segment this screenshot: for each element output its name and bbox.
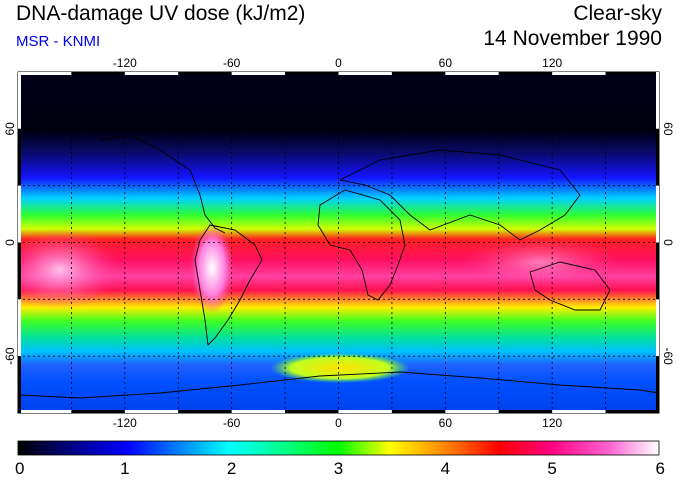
frame-tick-right bbox=[656, 185, 659, 243]
frame-tick-bottom bbox=[285, 410, 339, 413]
frame-tick-top bbox=[231, 72, 286, 75]
lon-label-bottom: -120 bbox=[113, 416, 137, 430]
lat-labels-left: 60 0 -60 bbox=[3, 122, 17, 365]
frame-tick-left bbox=[18, 128, 21, 186]
frame-tick-top bbox=[498, 72, 553, 75]
frame-tick-right bbox=[656, 299, 659, 357]
colorbar-tick-label: 2 bbox=[227, 459, 236, 478]
lat-labels-right: 60 0 -60 bbox=[661, 122, 675, 365]
frame-tick-top bbox=[391, 72, 446, 75]
lon-label-top: 0 bbox=[335, 56, 342, 70]
lon-label-top: 120 bbox=[542, 56, 562, 70]
lon-label-bottom: 60 bbox=[439, 416, 453, 430]
colorbar-tick-label: 4 bbox=[441, 459, 450, 478]
lon-label-top: -120 bbox=[113, 56, 137, 70]
lon-label-bottom: 0 bbox=[335, 416, 342, 430]
frame-tick-bottom bbox=[178, 410, 232, 413]
frame-tick-right bbox=[656, 72, 659, 129]
source-label: MSR - KNMI bbox=[16, 33, 101, 50]
graticule bbox=[18, 72, 659, 413]
frame-tick-right bbox=[656, 242, 659, 300]
frame-tick-left bbox=[18, 242, 21, 300]
frame-tick-right bbox=[656, 356, 659, 413]
frame-tick-top bbox=[18, 72, 72, 75]
frame-tick-top bbox=[285, 72, 339, 75]
lat-label-left: 0 bbox=[3, 239, 17, 246]
frame-ticks bbox=[18, 72, 659, 413]
colorbar-tick-label: 6 bbox=[656, 459, 665, 478]
frame-tick-top bbox=[71, 72, 125, 75]
frame-tick-bottom bbox=[231, 410, 286, 413]
map-title: DNA-damage UV dose (kJ/m2) bbox=[16, 2, 306, 25]
lat-label-right: 0 bbox=[661, 239, 675, 246]
sky-condition-label: Clear-sky bbox=[573, 2, 662, 25]
frame-tick-bottom bbox=[391, 410, 446, 413]
frame-tick-top bbox=[552, 72, 606, 75]
date-label: 14 November 1990 bbox=[483, 27, 662, 50]
lat-label-left: 60 bbox=[3, 122, 17, 136]
lon-label-top: 60 bbox=[439, 56, 453, 70]
frame-tick-bottom bbox=[338, 410, 392, 413]
frame-tick-top bbox=[338, 72, 392, 75]
coastlines bbox=[19, 134, 659, 399]
lon-label-top: -60 bbox=[223, 56, 241, 70]
frame-tick-right bbox=[656, 128, 659, 186]
frame-tick-bottom bbox=[445, 410, 499, 413]
frame-tick-bottom bbox=[71, 410, 125, 413]
colorbar-tick-label: 3 bbox=[334, 459, 343, 478]
frame-tick-bottom bbox=[124, 410, 179, 413]
frame-tick-left bbox=[18, 299, 21, 357]
frame-tick-left bbox=[18, 185, 21, 243]
frame-tick-bottom bbox=[605, 410, 659, 413]
lon-label-bottom: -60 bbox=[223, 416, 241, 430]
lon-labels-bottom: -120 -60 0 60 120 bbox=[113, 416, 563, 430]
lon-labels-top: -120 -60 0 60 120 bbox=[113, 56, 563, 70]
frame-tick-top bbox=[178, 72, 232, 75]
frame-tick-top bbox=[445, 72, 499, 75]
colorbar-tick-label: 1 bbox=[120, 459, 129, 478]
lon-label-bottom: 120 bbox=[542, 416, 562, 430]
lat-label-right: 60 bbox=[661, 122, 675, 136]
colorbar-labels: 0 1 2 3 4 5 6 bbox=[15, 459, 665, 478]
frame-tick-left bbox=[18, 356, 21, 413]
frame-tick-top bbox=[124, 72, 179, 75]
colorbar bbox=[17, 440, 660, 456]
frame-tick-bottom bbox=[498, 410, 553, 413]
colorbar-tick-label: 5 bbox=[547, 459, 556, 478]
colorbar-tick-label: 0 bbox=[15, 459, 24, 478]
frame-tick-left bbox=[18, 72, 21, 129]
lat-label-right: -60 bbox=[661, 347, 675, 365]
lat-label-left: -60 bbox=[3, 347, 17, 365]
frame-tick-bottom bbox=[552, 410, 606, 413]
frame-tick-top bbox=[605, 72, 659, 75]
frame-tick-bottom bbox=[18, 410, 72, 413]
